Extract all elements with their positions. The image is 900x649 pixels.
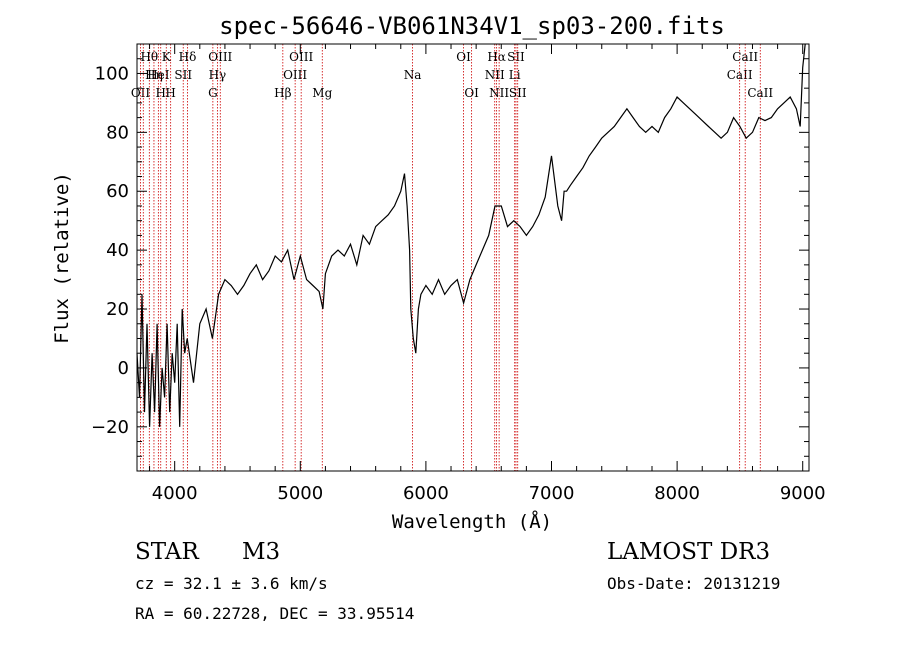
line-marker-label: Mg bbox=[312, 86, 332, 100]
line-marker-label: CaII bbox=[732, 50, 758, 64]
x-axis-label: Wavelength (Å) bbox=[392, 510, 552, 533]
y-tick-label: 60 bbox=[106, 181, 129, 202]
x-tick-label: 7000 bbox=[529, 483, 575, 504]
object-class: STAR bbox=[135, 539, 199, 565]
line-marker-label: SII bbox=[509, 86, 527, 100]
coordinates: RA = 60.22728, DEC = 33.95514 bbox=[135, 604, 415, 623]
y-tick-label: −20 bbox=[91, 417, 129, 438]
line-marker-label: OII bbox=[131, 86, 151, 100]
line-marker-label: OIII bbox=[283, 68, 307, 82]
spectrum-line bbox=[136, 43, 806, 427]
line-marker-label: HeI bbox=[147, 68, 170, 82]
x-tick-label: 5000 bbox=[277, 483, 323, 504]
emission-line-markers: OIIHθHηHeIHKHSIIHδGHγOIIIHβOIIIOIIIMgNaO… bbox=[131, 44, 773, 471]
line-marker-label: CaII bbox=[727, 68, 753, 82]
line-marker-label: CaII bbox=[747, 86, 773, 100]
x-tick-label: 9000 bbox=[780, 483, 826, 504]
redshift-velocity: cz = 32.1 ± 3.6 km/s bbox=[135, 574, 328, 593]
line-marker-label: OIII bbox=[208, 50, 232, 64]
x-tick-label: 8000 bbox=[654, 483, 700, 504]
line-marker-label: Hα bbox=[487, 50, 506, 64]
line-marker-label: Hθ bbox=[140, 50, 158, 64]
line-marker-label: Hγ bbox=[209, 68, 227, 82]
chart-title: spec-56646-VB061N34V1_sp03-200.fits bbox=[219, 12, 725, 40]
line-marker-label: OI bbox=[464, 86, 479, 100]
line-marker-label: NII bbox=[485, 68, 505, 82]
line-marker-label: K bbox=[162, 50, 172, 64]
line-marker-label: SII bbox=[507, 50, 525, 64]
line-marker-label: OIII bbox=[289, 50, 313, 64]
x-tick-label: 6000 bbox=[403, 483, 449, 504]
x-tick-label: 4000 bbox=[152, 483, 198, 504]
y-tick-label: 40 bbox=[106, 240, 129, 261]
line-marker-label: SII bbox=[174, 68, 192, 82]
y-tick-label: 100 bbox=[95, 63, 129, 84]
line-marker-label: Hδ bbox=[179, 50, 197, 64]
line-marker-label: H bbox=[165, 86, 175, 100]
y-tick-label: 0 bbox=[118, 358, 129, 379]
line-marker-label: Hβ bbox=[274, 86, 291, 100]
y-axis-label: Flux (relative) bbox=[51, 172, 73, 344]
observation-date: Obs-Date: 20131219 bbox=[607, 574, 781, 593]
survey-name: LAMOST DR3 bbox=[607, 539, 771, 565]
line-marker-label: NII bbox=[489, 86, 509, 100]
plot-frame bbox=[136, 43, 810, 472]
line-marker-label: G bbox=[208, 86, 218, 100]
object-subclass: M3 bbox=[242, 539, 281, 565]
line-marker-label: OI bbox=[456, 50, 471, 64]
line-marker-label: Na bbox=[404, 68, 422, 82]
y-tick-label: 20 bbox=[106, 299, 129, 320]
line-marker-label: H bbox=[156, 86, 166, 100]
y-tick-label: 80 bbox=[106, 122, 129, 143]
line-marker-label: Li bbox=[509, 68, 521, 82]
axis-ticks: 4000 5000 6000 7000 8000 9000 −20 0 20 40 60 80 100 bbox=[91, 44, 826, 504]
